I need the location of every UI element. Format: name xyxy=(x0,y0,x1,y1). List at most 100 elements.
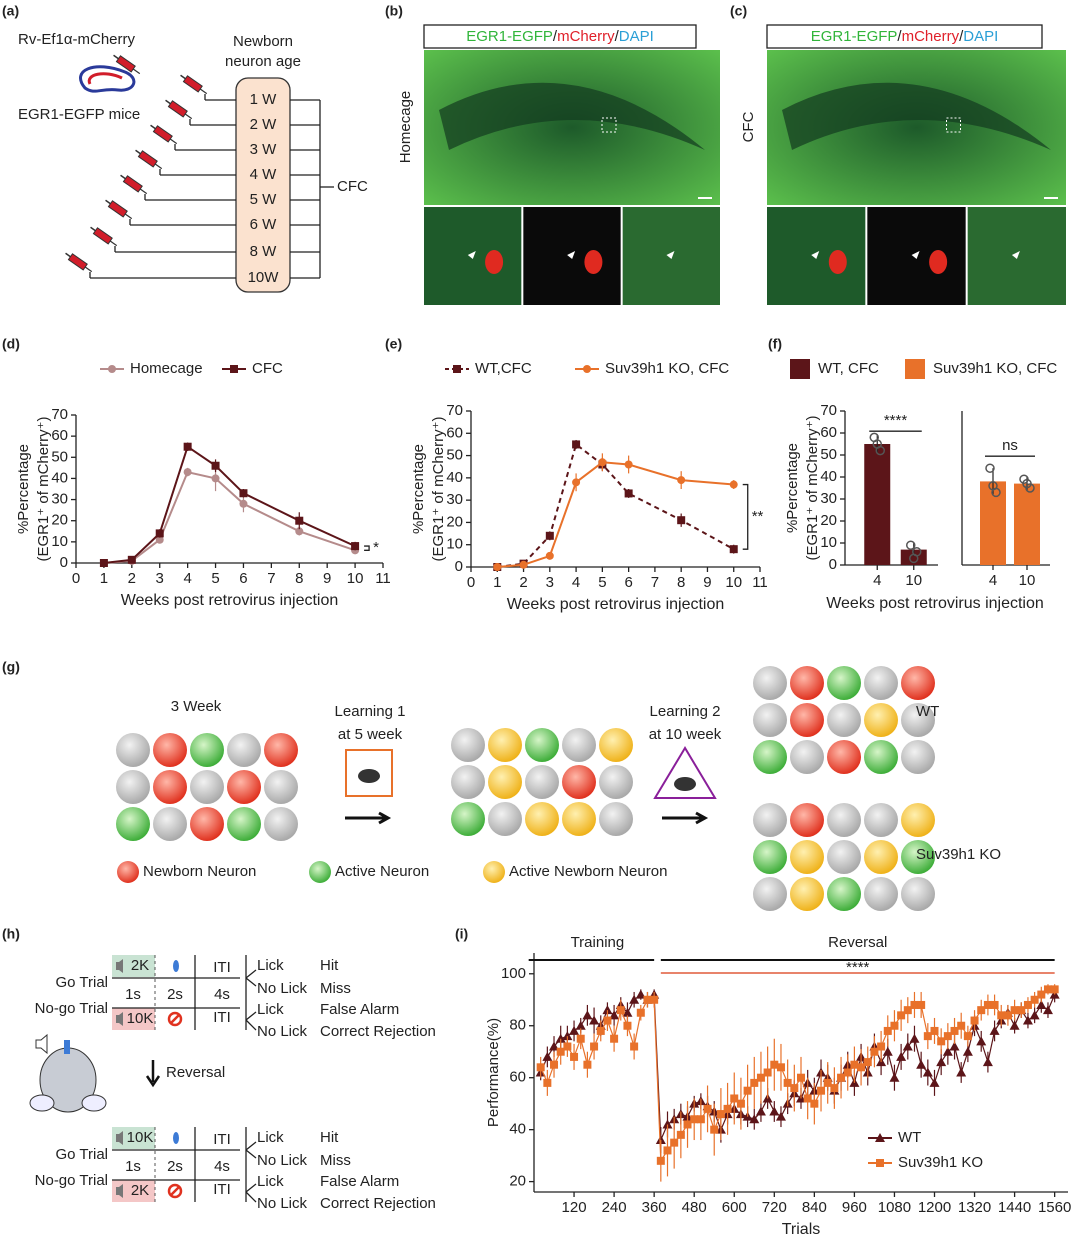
x-tick-label: 10 xyxy=(725,574,742,591)
legend-marker xyxy=(108,365,116,373)
data-point xyxy=(982,1057,993,1067)
speaker-icon xyxy=(116,959,123,1026)
response-label: No Lick xyxy=(257,1195,308,1212)
neuron xyxy=(562,765,596,799)
data-point xyxy=(1023,1000,1032,1009)
neuron xyxy=(790,703,824,737)
x-tick-label: 1 xyxy=(100,570,108,587)
significance-label: * xyxy=(373,539,379,556)
syringe-barrel xyxy=(122,175,143,193)
data-point xyxy=(950,1026,959,1035)
neuron xyxy=(790,740,824,774)
neuron xyxy=(488,765,522,799)
neuron xyxy=(790,803,824,837)
x-tick-label: 11 xyxy=(752,574,768,591)
data-point xyxy=(937,1037,946,1046)
x-tick-label: 4 xyxy=(873,572,881,589)
data-point xyxy=(624,460,633,469)
data-point xyxy=(1037,990,1046,999)
learning-label: at 10 week xyxy=(649,726,722,743)
data-point xyxy=(729,480,738,489)
condition-label: CFC xyxy=(740,111,757,142)
data-point xyxy=(723,1104,732,1113)
data-point xyxy=(562,1031,573,1041)
data-point xyxy=(99,559,108,567)
header-part: DAPI xyxy=(963,28,998,45)
x-tick-label: 1200 xyxy=(918,1199,951,1216)
data-point xyxy=(930,1026,939,1035)
y-axis-label: Performance(%) xyxy=(485,1018,502,1127)
age-label: 10W xyxy=(248,269,280,286)
header-part: mCherry xyxy=(902,28,960,45)
data-dot xyxy=(906,540,916,550)
data-point xyxy=(949,1041,960,1051)
x-tick-label: 1 xyxy=(493,574,501,591)
lick-spout xyxy=(64,1040,70,1054)
data-point xyxy=(903,1006,912,1015)
data-point xyxy=(797,1073,805,1082)
data-point xyxy=(295,527,304,536)
cfc-label: CFC xyxy=(337,178,368,195)
data-point xyxy=(769,1106,780,1116)
data-point xyxy=(183,468,192,477)
data-point xyxy=(536,1063,545,1072)
arrow xyxy=(662,811,709,825)
panel-label: (d) xyxy=(2,336,20,352)
data-point xyxy=(589,1015,600,1025)
data-point xyxy=(883,1026,892,1035)
data-point xyxy=(850,1060,859,1069)
x-tick-label: 120 xyxy=(562,1199,587,1216)
neuron xyxy=(488,802,522,836)
legend-label: Active Neuron xyxy=(335,863,429,880)
y-tick-label: 50 xyxy=(51,448,68,465)
syringe-barrel xyxy=(152,125,173,143)
data-point xyxy=(622,1007,633,1017)
trial-label: Go Trial xyxy=(55,1146,108,1163)
data-point xyxy=(563,1042,572,1051)
response-label: Lick xyxy=(257,1001,284,1018)
image-header: EGR1-EGFP/mCherry/DAPI xyxy=(811,28,999,45)
iti-label: ITI xyxy=(213,1131,231,1148)
syringe-plunger xyxy=(180,74,186,80)
response-label: No Lick xyxy=(257,1152,308,1169)
data-point xyxy=(603,1016,612,1025)
y-tick-label: 20 xyxy=(446,513,463,530)
legend-label: CFC xyxy=(252,360,283,377)
arrowhead xyxy=(811,251,820,259)
syringe-icon xyxy=(180,74,208,95)
context-triangle xyxy=(653,746,717,799)
branch xyxy=(245,969,257,1031)
data-point xyxy=(545,531,554,540)
neuron xyxy=(827,703,861,737)
neuron xyxy=(190,770,224,804)
series-line xyxy=(103,470,356,564)
branch xyxy=(245,1141,257,1203)
y-tick-label: 30 xyxy=(446,491,463,508)
syringe-needle xyxy=(109,240,118,247)
data-point xyxy=(598,458,607,467)
neuron xyxy=(153,733,187,767)
x-tick-label: 4 xyxy=(572,574,580,591)
y-tick-label: 80 xyxy=(509,1017,526,1034)
data-point xyxy=(155,535,164,544)
y-axis-label: %Percentage xyxy=(784,443,801,533)
iti-label: ITI xyxy=(213,959,231,976)
data-point xyxy=(572,478,581,487)
span-label: Reversal xyxy=(828,934,887,951)
x-tick-label: 1440 xyxy=(998,1199,1031,1216)
syringe-icon xyxy=(135,149,163,170)
neuron xyxy=(901,840,935,874)
response-label: No Lick xyxy=(257,980,308,997)
data-point xyxy=(790,1084,799,1093)
syringe-icon xyxy=(65,252,93,273)
panel-label: (b) xyxy=(385,3,403,19)
data-point xyxy=(997,1011,1006,1020)
neuron xyxy=(153,807,187,841)
dentate-band xyxy=(439,82,705,150)
data-point xyxy=(916,1059,927,1069)
header-part: DAPI xyxy=(619,28,654,45)
data-point xyxy=(749,1114,760,1124)
data-point xyxy=(817,1086,826,1095)
header-part: mCherry xyxy=(557,28,615,45)
